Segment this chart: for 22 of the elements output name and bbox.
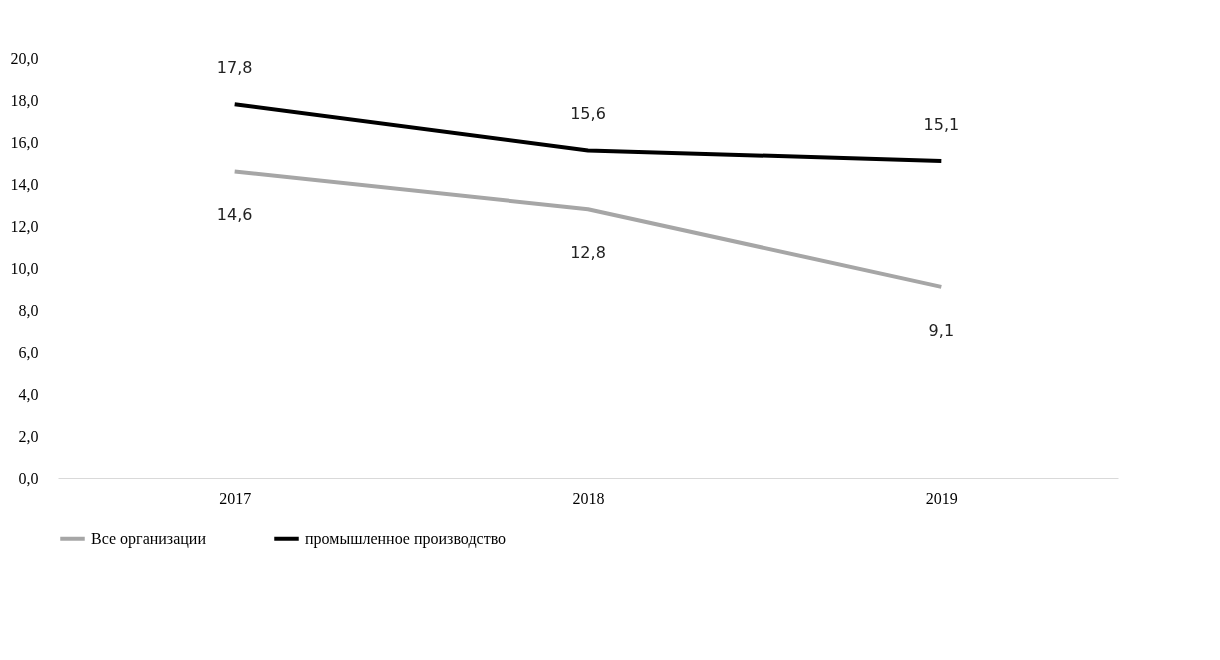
data-label: 14,6 <box>216 205 253 225</box>
y-tick-label: 14,0 <box>10 175 39 193</box>
y-tick-label: 18,0 <box>10 91 39 109</box>
y-tick-label: 6,0 <box>18 343 39 361</box>
y-tick-label: 0,0 <box>18 469 39 487</box>
legend-label: промышленное производство <box>305 529 507 548</box>
y-tick-label: 20,0 <box>10 49 39 67</box>
x-tick-label: 2018 <box>572 489 605 507</box>
data-label: 15,6 <box>570 104 606 124</box>
data-label: 17,8 <box>216 58 253 78</box>
x-tick-label: 2019 <box>925 489 958 507</box>
y-tick-label: 16,0 <box>10 133 39 151</box>
data-label: 15,1 <box>923 114 960 134</box>
y-tick-label: 2,0 <box>18 427 39 445</box>
x-tick-label: 2017 <box>219 489 252 507</box>
y-tick-label: 12,0 <box>10 217 39 235</box>
y-tick-label: 4,0 <box>18 385 39 403</box>
data-label: 9,1 <box>928 320 955 340</box>
y-tick-label: 10,0 <box>10 259 39 277</box>
data-label: 12,8 <box>570 243 606 263</box>
legend-label: Все организации <box>91 529 207 548</box>
y-tick-label: 8,0 <box>18 301 39 319</box>
